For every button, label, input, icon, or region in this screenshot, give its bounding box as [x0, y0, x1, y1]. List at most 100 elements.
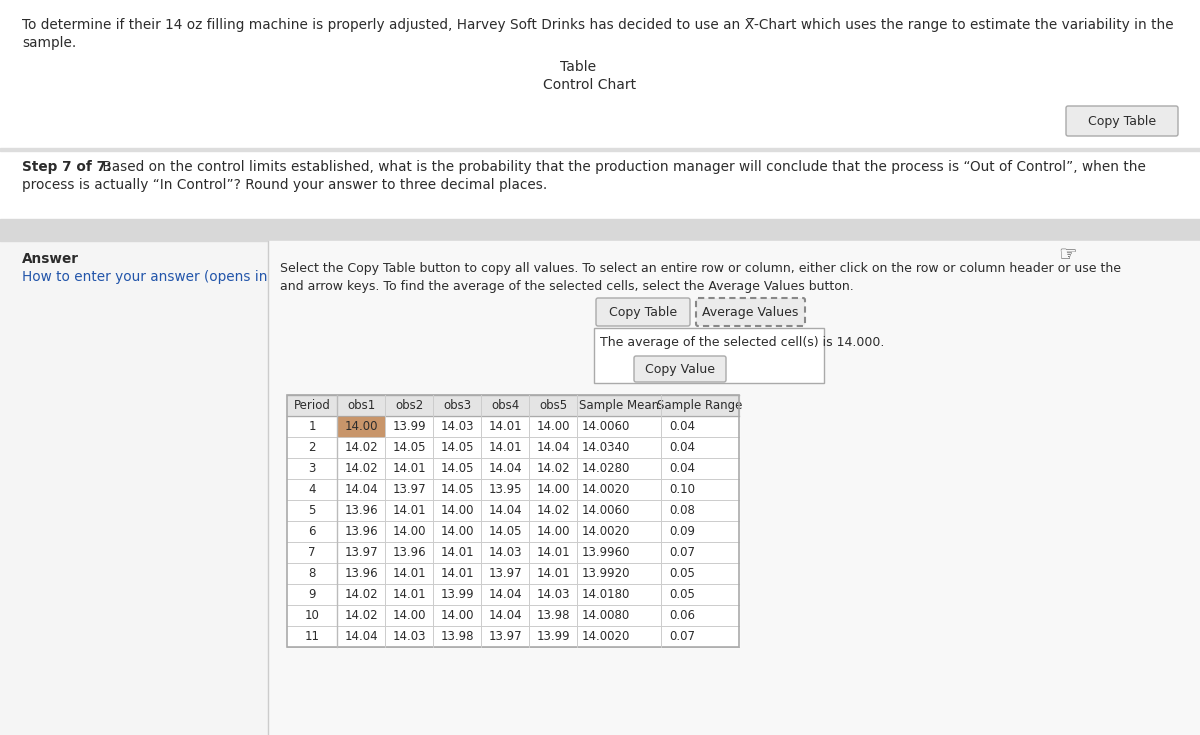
Text: 14.02: 14.02: [344, 588, 378, 601]
Text: 14.05: 14.05: [440, 462, 474, 475]
FancyBboxPatch shape: [1066, 106, 1178, 136]
Bar: [594, 328, 824, 383]
Text: 0.07: 0.07: [670, 630, 695, 643]
Text: ☞: ☞: [1058, 245, 1076, 265]
Text: 14.05: 14.05: [488, 525, 522, 538]
Text: Control Chart: Control Chart: [542, 78, 636, 92]
Text: Sample Mean: Sample Mean: [578, 399, 659, 412]
Text: 14.0280: 14.0280: [582, 462, 630, 475]
Text: 13.99: 13.99: [392, 420, 426, 433]
Text: 14.01: 14.01: [536, 567, 570, 580]
Bar: [287, 605, 739, 626]
Text: 1: 1: [308, 420, 316, 433]
Text: To determine if their 14 oz filling machine is properly adjusted, Harvey Soft Dr: To determine if their 14 oz filling mach…: [22, 18, 1174, 32]
Bar: [287, 563, 739, 584]
Text: 14.0060: 14.0060: [582, 504, 630, 517]
Bar: [287, 500, 739, 521]
Text: obs5: obs5: [539, 399, 568, 412]
Text: 14.00: 14.00: [536, 525, 570, 538]
Text: 14.03: 14.03: [536, 588, 570, 601]
Text: 0.06: 0.06: [670, 609, 695, 622]
FancyBboxPatch shape: [696, 298, 805, 326]
Text: 14.01: 14.01: [488, 420, 522, 433]
Bar: [0, 219, 1200, 241]
Text: 14.0060: 14.0060: [582, 420, 630, 433]
Text: 14.02: 14.02: [536, 462, 570, 475]
Text: 14.05: 14.05: [392, 441, 426, 454]
Text: 14.02: 14.02: [344, 441, 378, 454]
Text: 9: 9: [308, 588, 316, 601]
Text: 0.08: 0.08: [670, 504, 695, 517]
Text: 13.98: 13.98: [440, 630, 474, 643]
Text: Based on the control limits established, what is the probability that the produc: Based on the control limits established,…: [98, 160, 1146, 174]
Bar: [287, 395, 739, 416]
Text: 14.0020: 14.0020: [582, 525, 630, 538]
Text: 14.04: 14.04: [488, 504, 522, 517]
Bar: [287, 416, 739, 437]
Bar: [287, 479, 739, 500]
Bar: [287, 458, 739, 479]
Text: 14.04: 14.04: [488, 609, 522, 622]
Text: sample.: sample.: [22, 36, 77, 50]
Text: 14.01: 14.01: [488, 441, 522, 454]
Text: Copy Table: Copy Table: [1088, 115, 1156, 127]
Text: process is actually “In Control”? Round your answer to three decimal places.: process is actually “In Control”? Round …: [22, 178, 547, 192]
Text: 14.04: 14.04: [344, 483, 378, 496]
Text: 0.10: 0.10: [670, 483, 695, 496]
Text: Period: Period: [294, 399, 330, 412]
Text: 14.0180: 14.0180: [582, 588, 630, 601]
Text: 13.96: 13.96: [344, 504, 378, 517]
Text: 14.01: 14.01: [392, 504, 426, 517]
Text: Copy Value: Copy Value: [646, 362, 715, 376]
Text: 14.03: 14.03: [392, 630, 426, 643]
Bar: [0, 151, 1200, 219]
Text: 14.00: 14.00: [536, 420, 570, 433]
Bar: [268, 241, 1200, 735]
Text: 14.02: 14.02: [344, 609, 378, 622]
Text: 0.04: 0.04: [670, 462, 695, 475]
Text: 13.96: 13.96: [392, 546, 426, 559]
Text: 14.04: 14.04: [344, 630, 378, 643]
Bar: [287, 521, 739, 542]
Text: 14.04: 14.04: [488, 462, 522, 475]
Bar: [0, 241, 1200, 735]
Text: 10: 10: [305, 609, 319, 622]
Text: 13.99: 13.99: [440, 588, 474, 601]
Bar: [338, 417, 384, 436]
Bar: [287, 584, 739, 605]
Text: 14.00: 14.00: [392, 609, 426, 622]
Text: obs3: obs3: [443, 399, 472, 412]
Text: Step 7 of 7:: Step 7 of 7:: [22, 160, 112, 174]
Text: 0.04: 0.04: [670, 441, 695, 454]
Text: 14.02: 14.02: [536, 504, 570, 517]
Text: 14.04: 14.04: [488, 588, 522, 601]
Text: 14.01: 14.01: [440, 546, 474, 559]
Text: 0.04: 0.04: [670, 420, 695, 433]
Text: 13.9920: 13.9920: [582, 567, 630, 580]
Text: 14.01: 14.01: [392, 567, 426, 580]
Text: 14.00: 14.00: [344, 420, 378, 433]
Bar: [287, 542, 739, 563]
Text: 13.9960: 13.9960: [582, 546, 630, 559]
Bar: [287, 437, 739, 458]
Text: Sample Range: Sample Range: [658, 399, 743, 412]
Text: 14.0080: 14.0080: [582, 609, 630, 622]
Text: Select the Copy Table button to copy all values. To select an entire row or colu: Select the Copy Table button to copy all…: [280, 262, 1121, 275]
Text: 14.0020: 14.0020: [582, 630, 630, 643]
Text: 14.04: 14.04: [536, 441, 570, 454]
Text: 13.96: 13.96: [344, 525, 378, 538]
Text: 13.96: 13.96: [344, 567, 378, 580]
Text: Copy Table: Copy Table: [608, 306, 677, 318]
Text: obs1: obs1: [347, 399, 376, 412]
Text: 0.05: 0.05: [670, 588, 695, 601]
Text: 6: 6: [308, 525, 316, 538]
Text: 14.01: 14.01: [392, 462, 426, 475]
Text: 14.00: 14.00: [536, 483, 570, 496]
Text: 14.00: 14.00: [440, 609, 474, 622]
Text: 13.97: 13.97: [392, 483, 426, 496]
Text: How to enter your answer (opens in: How to enter your answer (opens in: [22, 270, 268, 284]
FancyBboxPatch shape: [596, 298, 690, 326]
Text: 2: 2: [308, 441, 316, 454]
Text: 14.0340: 14.0340: [582, 441, 630, 454]
Text: The average of the selected cell(s) is 14.000.: The average of the selected cell(s) is 1…: [600, 336, 884, 349]
